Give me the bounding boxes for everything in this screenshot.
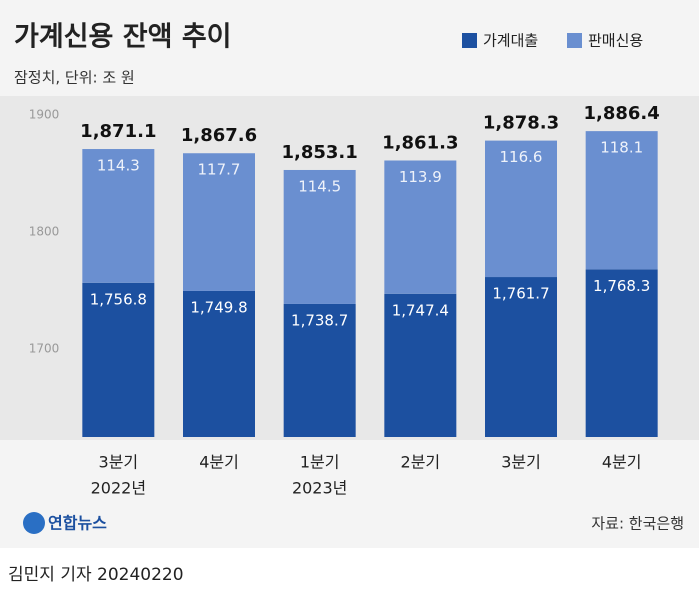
x-tick-label: 4분기: [199, 453, 239, 472]
value-label: 117.7: [198, 161, 241, 179]
bar-segment: [384, 160, 457, 294]
bar-segment: [485, 140, 557, 278]
x-tick-label: 1분기: [300, 453, 340, 472]
legend-swatch: [567, 33, 582, 48]
total-label: 1,853.1: [282, 142, 358, 163]
total-label: 1,861.3: [382, 132, 458, 153]
footer-background: [0, 548, 699, 594]
total-label: 1,867.6: [181, 125, 257, 146]
bar-segment: [183, 153, 255, 291]
value-label: 1,761.7: [492, 285, 549, 303]
y-tick-label: 1800: [29, 225, 60, 239]
legend-swatch: [462, 33, 477, 48]
x-tick-label: 3분기: [501, 453, 541, 472]
bar-segment: [384, 293, 457, 437]
value-label: 118.1: [600, 139, 643, 157]
value-label: 1,747.4: [392, 301, 449, 319]
logo-icon: [23, 512, 45, 534]
bar-segment: [183, 290, 255, 437]
legend-label: 가계대출: [483, 32, 538, 50]
y-tick-label: 1700: [29, 342, 60, 356]
source: 자료: 한국은행: [591, 515, 684, 533]
value-label: 114.5: [298, 177, 341, 195]
bar-segment: [283, 303, 356, 437]
chart-subtitle: 잠정치, 단위: 조 원: [14, 69, 135, 87]
bar-segment: [585, 131, 658, 270]
x-tick-label: 4분기: [602, 453, 642, 472]
chart-title: 가계신용 잔액 추이: [14, 22, 232, 53]
x-tick-year: 2022년: [91, 479, 146, 498]
value-label: 1,749.8: [190, 298, 247, 316]
bar-segment: [585, 269, 658, 437]
y-tick-label: 1900: [29, 108, 60, 122]
bar-segment: [82, 282, 155, 437]
bar-segment: [485, 277, 557, 437]
x-tick-year: 2023년: [292, 479, 347, 498]
value-label: 1,768.3: [593, 277, 650, 295]
credit: 김민지 기자 20240220: [8, 565, 184, 585]
bar-segment: [82, 149, 155, 283]
x-tick-label: 3분기: [99, 453, 139, 472]
value-label: 1,756.8: [90, 290, 147, 308]
value-label: 116.6: [500, 148, 543, 166]
bar-segment: [283, 169, 356, 304]
total-label: 1,886.4: [584, 103, 660, 124]
value-label: 113.9: [399, 168, 442, 186]
x-tick-label: 2분기: [401, 453, 441, 472]
legend-label: 판매신용: [588, 32, 643, 50]
total-label: 1,878.3: [483, 113, 559, 134]
total-label: 1,871.1: [80, 121, 156, 142]
value-label: 114.3: [97, 157, 140, 175]
logo: 연합뉴스: [48, 514, 107, 533]
value-label: 1,738.7: [291, 311, 348, 329]
